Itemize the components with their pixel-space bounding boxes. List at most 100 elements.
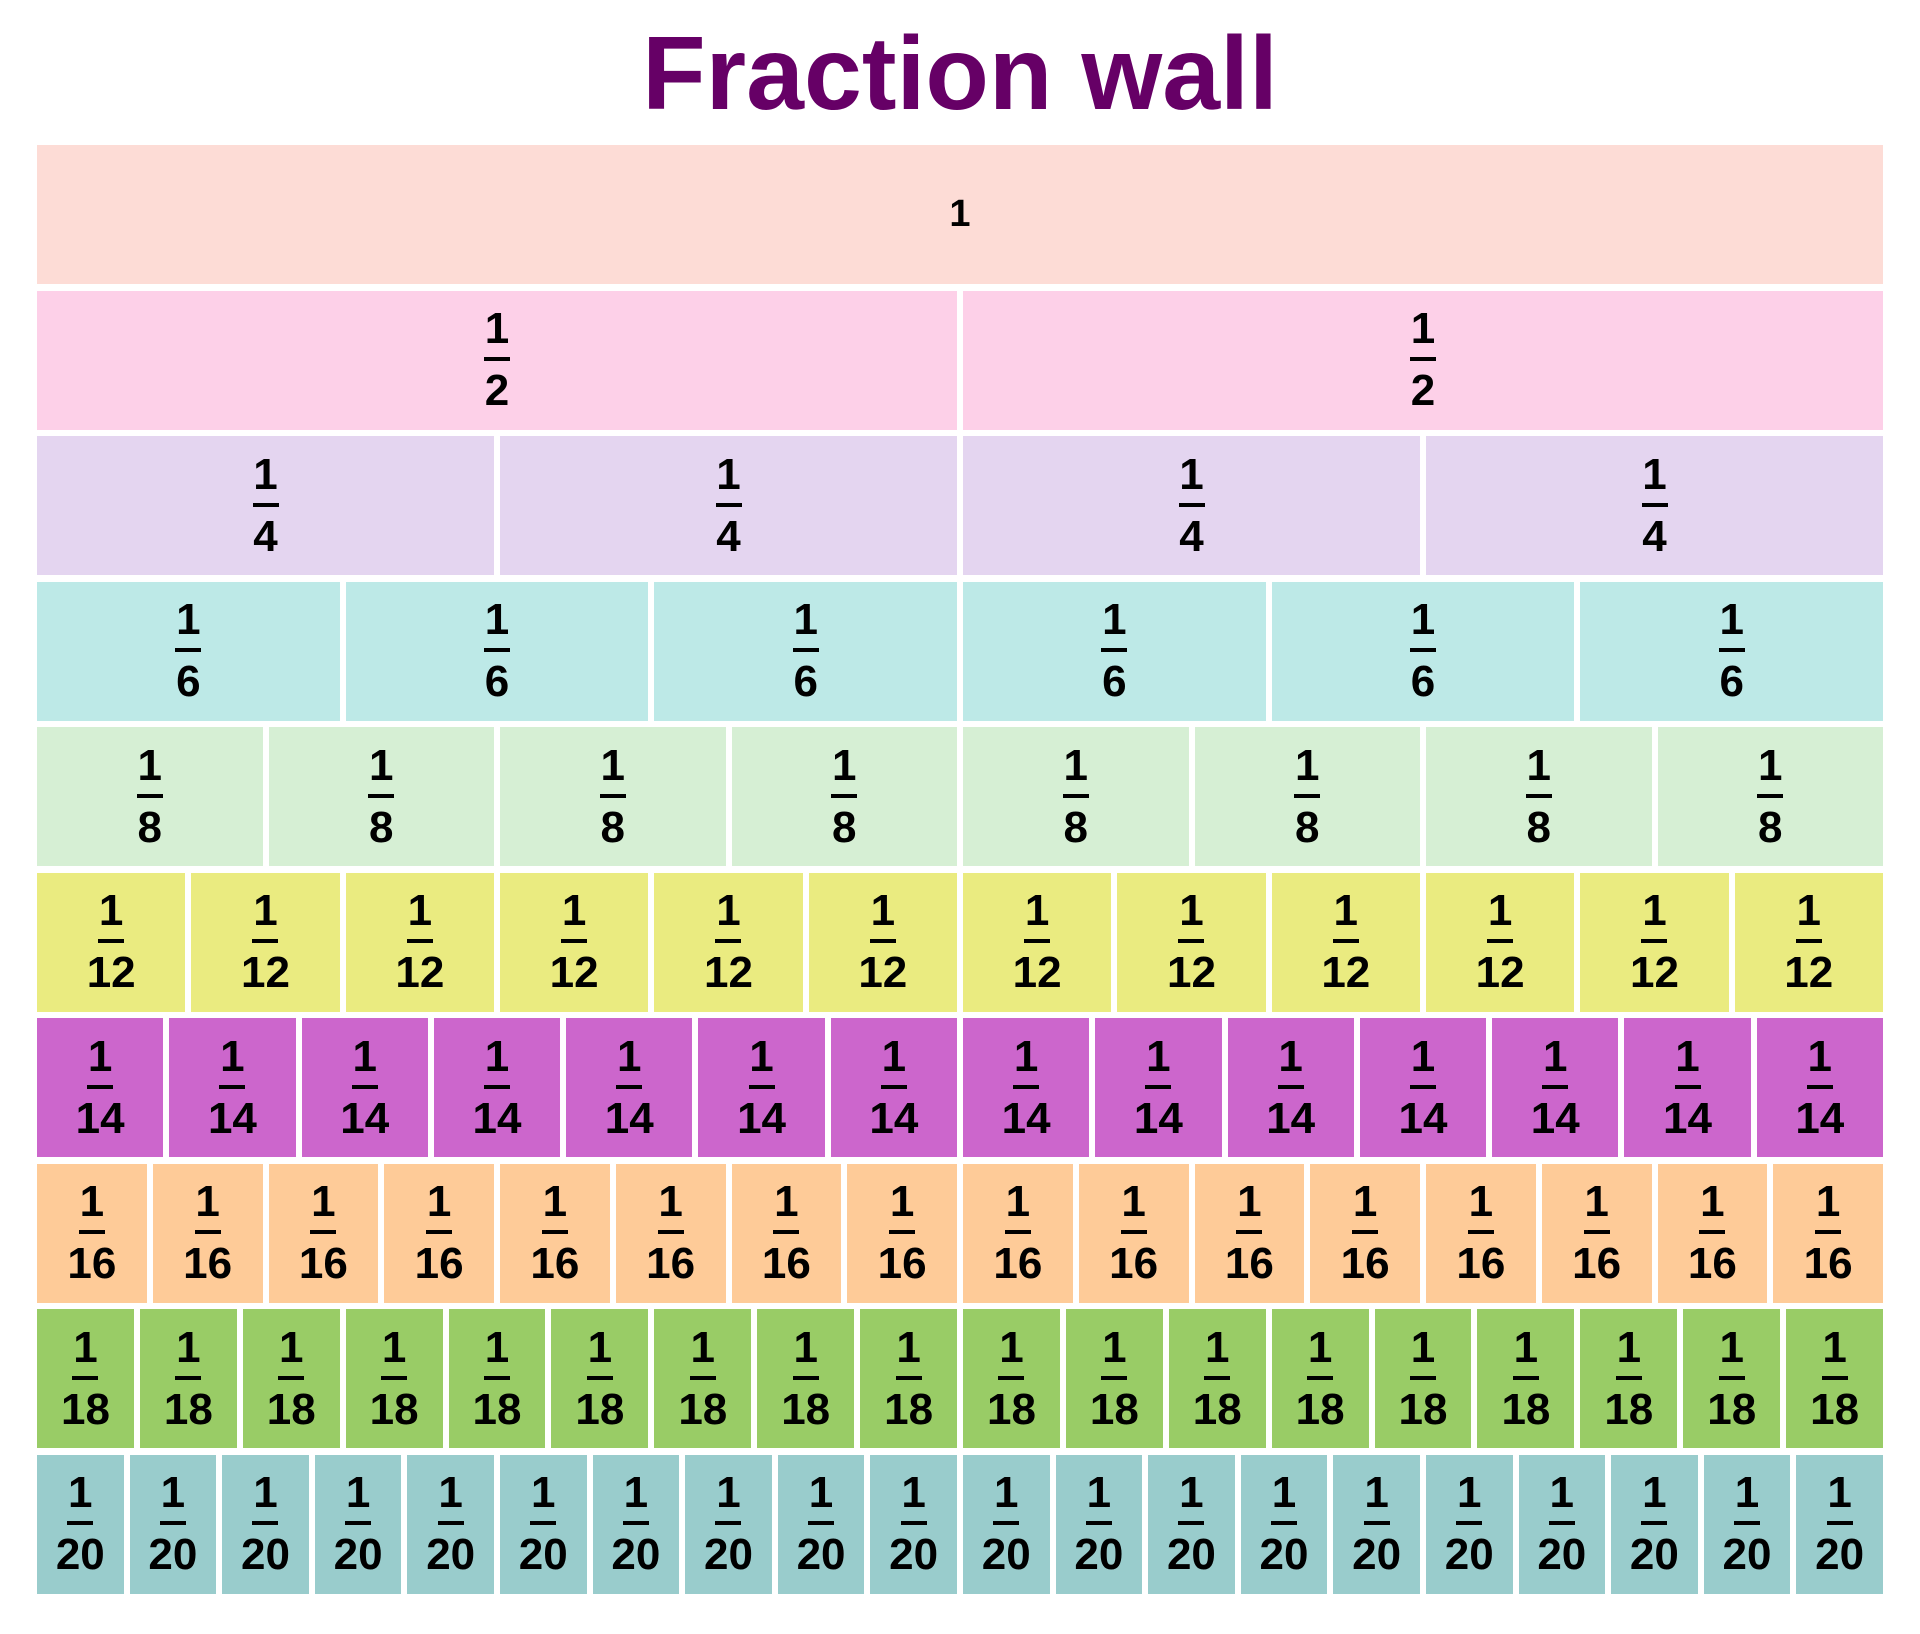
fraction-cell: 1 12 <box>1580 872 1729 1012</box>
denominator: 18 <box>1707 1384 1757 1434</box>
fraction-bar <box>484 357 510 361</box>
fraction-bar <box>1178 1521 1205 1525</box>
denominator: 12 <box>704 948 753 997</box>
numerator: 1 <box>1146 1031 1171 1081</box>
fraction-cell: 1 16 <box>1426 1163 1536 1303</box>
numerator: 1 <box>1024 886 1050 935</box>
fraction-bar <box>1236 1230 1263 1234</box>
numerator: 1 <box>600 740 625 790</box>
denominator: 16 <box>1340 1239 1390 1288</box>
fraction-bar <box>1815 1230 1842 1234</box>
fraction-cell: 1 16 <box>615 1163 726 1303</box>
fraction-bar <box>437 1521 464 1525</box>
fraction-bar <box>484 1375 510 1380</box>
numerator: 1 <box>345 1468 371 1517</box>
denominator: 18 <box>369 1384 419 1434</box>
fraction-bar <box>426 1230 453 1234</box>
fraction-bar <box>748 1084 775 1089</box>
numerator: 1 <box>1013 1031 1039 1081</box>
fraction-bar <box>792 648 819 652</box>
denominator: 18 <box>575 1384 625 1434</box>
fraction-bar <box>252 1521 279 1525</box>
numerator: 1 <box>1734 1468 1760 1517</box>
fraction-cell: 1 20 <box>777 1454 865 1594</box>
denominator: 20 <box>333 1530 383 1579</box>
fraction-cell: 1 14 <box>1359 1018 1487 1157</box>
denominator: 14 <box>1795 1093 1845 1143</box>
fraction-cell: 1 14 <box>1492 1018 1619 1157</box>
fraction-bar <box>1307 1375 1334 1380</box>
numerator: 1 <box>542 1177 568 1226</box>
fraction-cell: 1 18 <box>345 1309 443 1448</box>
fraction-cell: 1 20 <box>1518 1454 1606 1594</box>
numerator: 1 <box>220 1031 245 1081</box>
fraction-bar <box>869 939 896 943</box>
fraction-cell: 1 14 <box>1624 1018 1751 1157</box>
fraction-bar <box>1615 1375 1642 1380</box>
numerator: 1 <box>1807 1031 1833 1081</box>
denominator: 16 <box>1456 1239 1506 1288</box>
denominator: 16 <box>1109 1239 1159 1288</box>
denominator: 20 <box>426 1530 476 1579</box>
fraction-bar <box>278 1375 305 1380</box>
denominator: 12 <box>1321 948 1371 997</box>
fraction-cell: 1 12 <box>345 872 494 1012</box>
fraction-bar <box>484 648 510 652</box>
fraction-bar <box>1456 1521 1483 1525</box>
fraction-cell: 1 14 <box>37 1018 164 1157</box>
denominator: 18 <box>1089 1384 1139 1434</box>
numerator: 1 <box>1179 1468 1204 1517</box>
fraction-cell: 1 14 <box>830 1018 957 1157</box>
fraction-cell: 1 14 <box>1095 1018 1222 1157</box>
numerator: 1 <box>484 1322 510 1372</box>
numerator: 1 <box>1410 1322 1436 1372</box>
numerator: 1 <box>1005 1177 1031 1226</box>
fraction-bar <box>773 1230 800 1234</box>
fraction-bar <box>998 1375 1025 1380</box>
numerator: 1 <box>716 886 741 935</box>
denominator: 20 <box>148 1530 198 1579</box>
denominator: 4 <box>253 511 278 561</box>
denominator: 20 <box>1815 1530 1865 1579</box>
fraction-bar <box>1024 939 1051 943</box>
numerator: 1 <box>1410 304 1436 353</box>
fraction-bar <box>831 793 858 798</box>
denominator: 16 <box>877 1239 927 1288</box>
fraction-bar <box>1352 1230 1379 1234</box>
numerator: 1 <box>749 1031 774 1081</box>
fraction-bar <box>219 1084 246 1089</box>
denominator: 8 <box>1063 802 1088 852</box>
fraction-bar <box>889 1230 916 1234</box>
fraction-cell: 1 12 <box>499 872 649 1012</box>
numerator: 1 <box>87 1031 113 1081</box>
fraction-bar <box>1757 793 1784 798</box>
fraction-bar <box>1806 1084 1833 1089</box>
fraction-row-whole: 1 <box>37 145 1883 284</box>
numerator: 1 <box>1307 1322 1333 1372</box>
fraction-cell: 1 14 <box>698 1018 825 1157</box>
fraction-bar <box>1101 1375 1128 1380</box>
denominator: 18 <box>1192 1384 1242 1434</box>
denominator: 12 <box>1166 948 1216 997</box>
denominator: 16 <box>183 1239 233 1288</box>
denominator: 18 <box>60 1384 110 1434</box>
fraction-cell: 1 <box>37 145 1883 284</box>
numerator: 1 <box>1179 449 1204 499</box>
numerator: 1 <box>438 1468 463 1517</box>
fraction-cell: 1 16 <box>1541 1163 1652 1303</box>
denominator: 14 <box>340 1093 390 1143</box>
denominator: 20 <box>889 1530 939 1579</box>
fraction-cell: 1 20 <box>37 1454 124 1594</box>
fraction-bar <box>1674 1084 1701 1089</box>
denominator: 20 <box>1074 1530 1124 1579</box>
fraction-bar <box>1641 939 1668 943</box>
fraction-cell: 1 12 <box>191 872 340 1012</box>
denominator: 20 <box>981 1530 1031 1579</box>
fraction-cell: 1 16 <box>1078 1163 1189 1303</box>
numerator: 1 <box>369 740 394 790</box>
numerator: 1 <box>1700 1177 1725 1226</box>
denominator: 4 <box>1179 511 1204 561</box>
